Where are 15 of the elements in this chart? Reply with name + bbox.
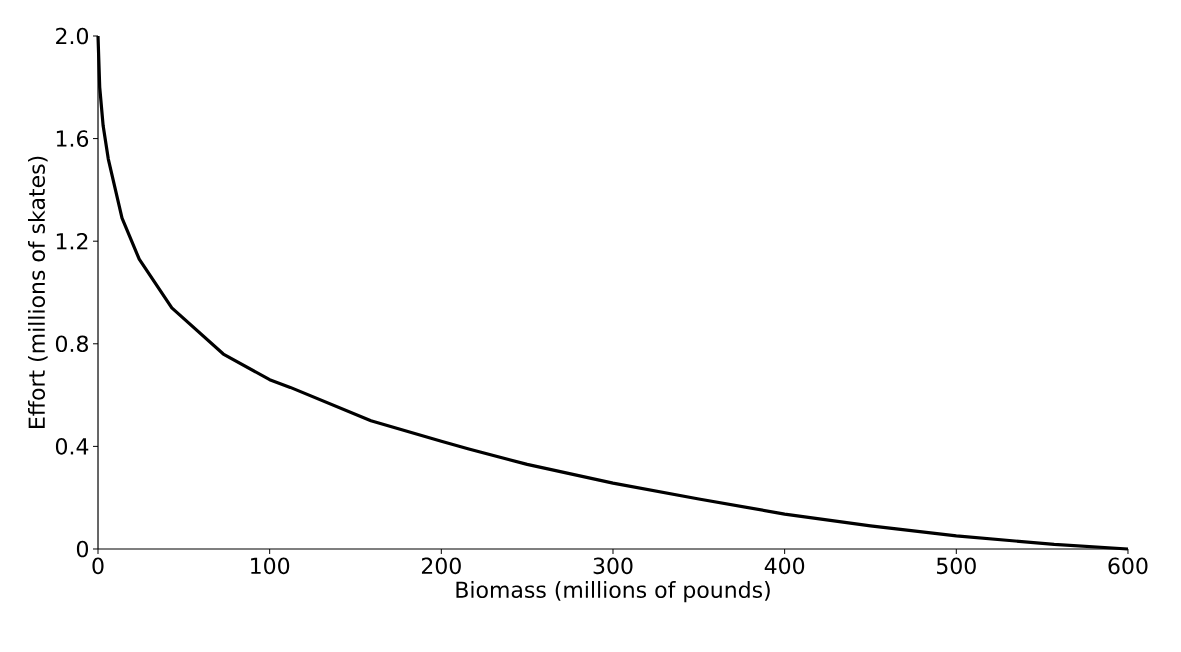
x-tick-label: 200 [421,557,461,575]
y-axis-title: Effort (millions of skates) [28,156,48,428]
x-tick-label: 600 [1108,557,1148,575]
x-tick-label: 300 [593,557,633,575]
y-tick-label: 1.2 [56,233,88,250]
x-tick-label: 500 [937,557,976,575]
x-tick-label: 400 [764,557,805,575]
y-tick-label: 0.8 [55,335,88,353]
y-tick-label: 1.6 [56,130,89,147]
y-tick-label: 2.0 [56,27,89,45]
x-tick-label: 0 [92,557,104,575]
y-tick-label: 0.4 [55,438,89,455]
x-tick-label: 100 [251,557,290,575]
x-axis-title: Biomass (millions of pounds) [456,581,770,603]
y-tick-label: 0 [76,540,89,558]
